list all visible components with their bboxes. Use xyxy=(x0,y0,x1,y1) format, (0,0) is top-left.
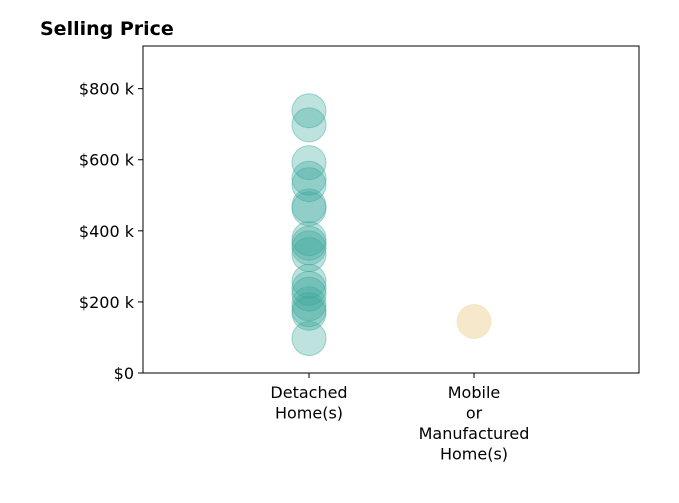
data-point xyxy=(291,263,327,299)
y-tick-label: $200 k xyxy=(79,293,135,312)
data-point xyxy=(291,160,327,196)
y-tick-label: $400 k xyxy=(79,222,135,241)
data-point xyxy=(291,225,327,261)
data-point xyxy=(291,237,327,273)
x-category-label: Mobile or Manufactured Home(s) xyxy=(419,383,530,464)
data-point xyxy=(291,321,327,356)
data-point xyxy=(291,276,327,312)
data-point xyxy=(291,145,327,181)
y-tick-label: $600 k xyxy=(79,151,135,170)
x-axis: Detached Home(s) Mobile or Manufactured Home(… xyxy=(270,373,529,464)
data-point xyxy=(291,221,327,257)
data-point xyxy=(291,270,327,306)
data-point xyxy=(291,295,327,331)
data-point xyxy=(291,93,327,129)
plot-frame xyxy=(142,45,640,374)
chart-title: Selling Price xyxy=(40,18,174,40)
data-point xyxy=(291,167,327,203)
points-layer xyxy=(291,93,492,356)
data-point xyxy=(291,107,327,143)
data-point xyxy=(291,286,327,322)
data-point xyxy=(291,230,327,266)
data-point xyxy=(291,188,327,224)
data-point xyxy=(291,292,327,328)
x-category-label: Detached Home(s) xyxy=(270,383,347,423)
data-point xyxy=(456,304,492,339)
data-point xyxy=(291,191,327,227)
y-axis: $0 $200 k $400 k $600 k $800 k xyxy=(79,80,143,383)
y-tick-label: $800 k xyxy=(79,80,135,99)
y-tick-label: $0 xyxy=(114,364,134,383)
